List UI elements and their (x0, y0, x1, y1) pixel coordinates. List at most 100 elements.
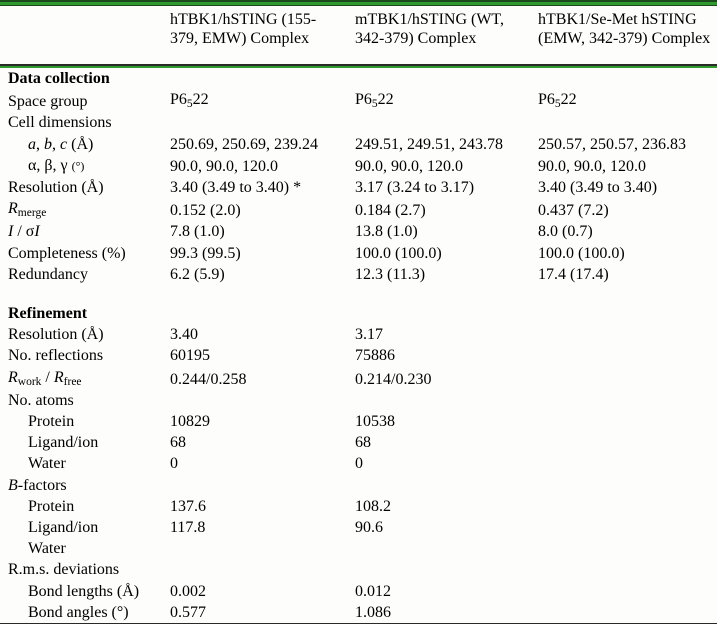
table-row: R.m.s. deviations (0, 559, 717, 580)
cell-value-col1: 60195 (170, 347, 210, 365)
cell-value-col3 (530, 390, 717, 411)
row-label: No. reflections (8, 347, 104, 365)
table-row: Water 0 0 (0, 453, 717, 474)
cell-value-col3: P6522 (538, 91, 577, 111)
cell-value-col3 (530, 285, 717, 303)
row-label: Water (28, 455, 66, 473)
table-row: I / σI 7.8 (1.0) 13.8 (1.0) 8.0 (0.7) (0, 221, 717, 242)
cell-value-col1 (162, 112, 347, 133)
cell-value-col1 (162, 285, 347, 303)
cell-value-col3 (530, 411, 717, 432)
cell-value-col1: 0.152 (2.0) (170, 202, 241, 220)
cell-value-col3 (530, 345, 717, 366)
cell-value-col2: 0.184 (2.7) (355, 202, 426, 220)
table-row: Ligand/ion 117.8 90.6 (0, 517, 717, 538)
cell-value-col1: 10829 (170, 413, 210, 431)
cell-value-col3: 17.4 (17.4) (538, 265, 609, 283)
cell-value-col3 (530, 602, 717, 623)
cell-value-col2 (347, 390, 530, 411)
cell-value-col2: 1.086 (355, 603, 391, 621)
table-row: Completeness (%) 99.3 (99.5) 100.0 (100.0)… (0, 243, 717, 264)
row-label: Protein (28, 413, 75, 431)
cell-value-col2: 0.012 (355, 582, 391, 600)
table-row: Protein 137.6 108.2 (0, 496, 717, 517)
table-row: No. atoms (0, 390, 717, 411)
cell-value-col3: 8.0 (0.7) (538, 223, 593, 241)
cell-value-col3 (530, 475, 717, 496)
cell-value-col3 (530, 581, 717, 602)
cell-value-col2 (347, 303, 530, 324)
table-row: Resolution (Å) 3.40 (3.49 to 3.40) * 3.17 … (0, 177, 717, 198)
table-row: Protein 10829 10538 (0, 411, 717, 432)
cell-value-col3 (530, 453, 717, 474)
cell-value-col1: 99.3 (99.5) (170, 244, 241, 262)
spacer-row (0, 285, 717, 303)
table-row: Resolution (Å) 3.40 3.17 (0, 324, 717, 345)
cell-value-col2: 0 (355, 455, 363, 473)
row-label: No. atoms (8, 391, 74, 409)
row-label: Redundancy (8, 265, 88, 283)
cell-value-col2: 12.3 (11.3) (355, 265, 426, 283)
cell-value-col3 (530, 324, 717, 345)
row-label: R.m.s. deviations (8, 561, 120, 579)
cell-value-col1: 250.69, 250.69, 239.24 (170, 135, 318, 153)
cell-value-col3: 100.0 (100.0) (538, 244, 625, 262)
cell-value-col3: 3.40 (3.49 to 3.40) (538, 179, 658, 197)
cell-value-col2 (347, 68, 530, 89)
cell-value-col1 (162, 559, 347, 580)
crystallography-table-header: hTBK1/hSTING (155-379, EMW) Complex mTBK… (0, 6, 717, 64)
row-label (0, 285, 162, 303)
cell-value-col3: 250.57, 250.57, 236.83 (538, 135, 686, 153)
cell-value-col2 (347, 285, 530, 303)
row-label: Ligand/ion (28, 519, 99, 537)
row-label: Data collection (8, 70, 110, 87)
cell-value-col2 (347, 538, 530, 559)
cell-value-col2: 249.51, 249.51, 243.78 (355, 135, 503, 153)
table-row: Cell dimensions (0, 112, 717, 133)
column-header-complex-3: hTBK1/Se-Met hSTING (EMW, 342-379) Compl… (538, 11, 711, 47)
cell-value-col2: 10538 (355, 413, 395, 431)
cell-value-col2 (347, 559, 530, 580)
section-row: Refinement (0, 303, 717, 324)
table-row: Space group P6522 P6522 P6522 (0, 89, 717, 112)
table-row: No. reflections 60195 75886 (0, 345, 717, 366)
row-label: Rmerge (8, 200, 47, 220)
column-header-rowlabels (0, 6, 162, 64)
table-row: Rmerge 0.152 (2.0) 0.184 (2.7) 0.437 (7.2) (0, 198, 717, 221)
table-row: Water (0, 538, 717, 559)
cell-value-col1: 0.244/0.258 (170, 370, 247, 388)
cell-value-col1 (162, 390, 347, 411)
cell-value-col1: 3.40 (3.49 to 3.40) * (170, 179, 302, 197)
table-row: Bond lengths (Å) 0.002 0.012 (0, 581, 717, 602)
cell-value-col2: 90.6 (355, 519, 383, 537)
cell-value-col3: 0.437 (7.2) (538, 202, 609, 220)
cell-value-col2: 108.2 (355, 497, 391, 515)
cell-value-col3 (530, 367, 717, 390)
crystallography-table-body: Data collection Space group P6522 P6522 P652… (0, 68, 717, 623)
row-label: Completeness (%) (8, 244, 126, 262)
top-rule (0, 0, 717, 6)
column-header-complex-2: mTBK1/hSTING (WT, 342-379) Complex (355, 11, 505, 47)
cell-value-col1: 6.2 (5.9) (170, 265, 225, 283)
cell-value-col1: 7.8 (1.0) (170, 223, 225, 241)
table-row: α, β, γ (°) 90.0, 90.0, 120.0 90.0, 90.0, … (0, 155, 717, 177)
cell-value-col1: 68 (170, 434, 186, 452)
cell-value-col1: 0 (170, 455, 178, 473)
cell-value-col2: P6522 (355, 91, 394, 111)
row-label: Cell dimensions (8, 114, 112, 132)
row-label: B-factors (8, 476, 67, 494)
row-label: Bond lengths (Å) (28, 582, 140, 600)
row-label: I / σI (8, 223, 40, 241)
row-label: Rwork / Rfree (8, 368, 82, 388)
cell-value-col2: 75886 (355, 347, 395, 365)
row-label: α, β, γ (°) (28, 156, 85, 174)
cell-value-col3 (530, 538, 717, 559)
cell-value-col1 (162, 68, 347, 89)
cell-value-col3: 90.0, 90.0, 120.0 (538, 157, 646, 175)
cell-value-col1 (162, 538, 347, 559)
cell-value-col3 (530, 559, 717, 580)
cell-value-col2: 13.8 (1.0) (355, 223, 418, 241)
header-rule (0, 64, 717, 68)
column-header-complex-1: hTBK1/hSTING (155-379, EMW) Complex (170, 11, 317, 47)
